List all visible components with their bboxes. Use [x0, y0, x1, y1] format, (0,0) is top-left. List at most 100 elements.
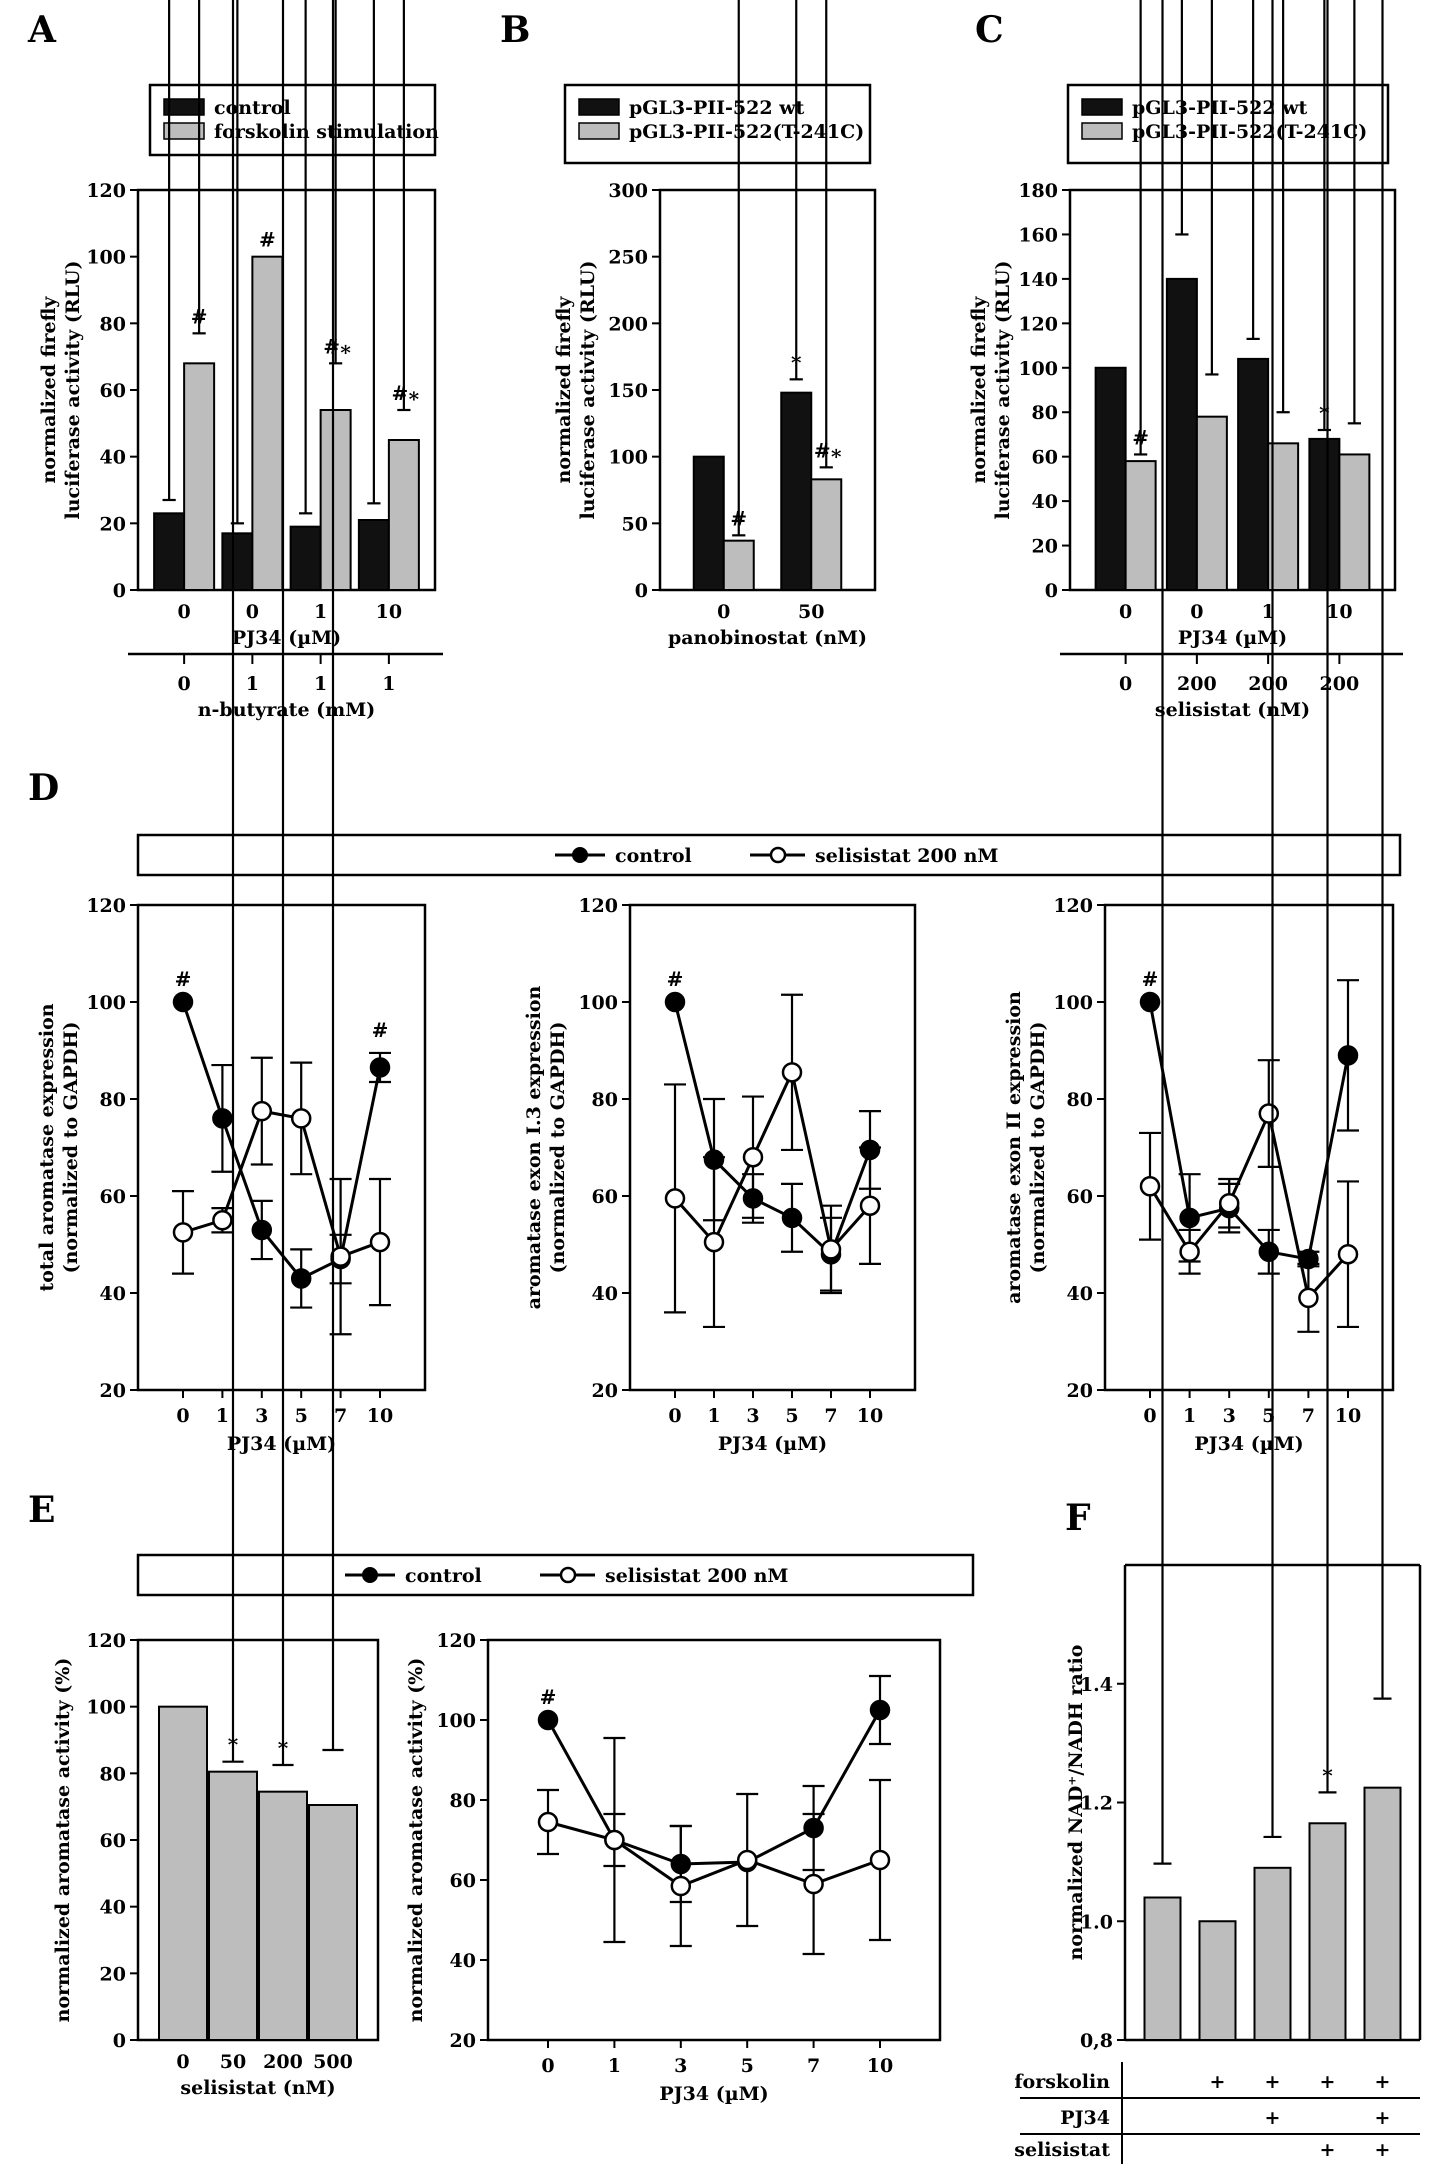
bar [1338, 453, 1371, 592]
legend-label: selisistat 200 nM [605, 1565, 788, 1587]
y-tick-label: 200 [608, 313, 648, 335]
y-tick-label: 100 [86, 992, 126, 1014]
x-tick-label: 5 [741, 2055, 754, 2077]
x-tick-label: 7 [334, 1405, 347, 1427]
significance-mark: # [391, 381, 408, 405]
x-axis-label: PJ34 (µM) [232, 627, 341, 649]
plot-frame [1103, 903, 1395, 1392]
bar [1195, 415, 1228, 591]
x-tick-label: 0 [541, 2055, 554, 2077]
y-tick-label: 40 [1032, 491, 1058, 513]
secondary-axis-label: selisistat (nM) [1155, 699, 1310, 721]
y-tick-label: 150 [608, 380, 648, 402]
selisistat-point [172, 1222, 194, 1243]
bar [1253, 1866, 1292, 2041]
condition-mark: + [1375, 2139, 1391, 2161]
significance-mark: # [323, 334, 340, 358]
y-axis-label-line: normalized firefly [553, 296, 575, 484]
bar [289, 525, 322, 592]
condition-mark: + [1210, 2071, 1226, 2093]
control-point [212, 1108, 233, 1129]
x-tick-label: 0 [668, 1405, 681, 1427]
x-tick-label: 1 [608, 2055, 621, 2077]
y-tick-label: 40 [1067, 1283, 1093, 1305]
significance-mark: # [259, 228, 276, 252]
y-axis-label-line: aromatase exon I.3 expression [523, 985, 545, 1309]
secondary-tick-label: 0 [178, 673, 191, 695]
y-tick-label: 60 [1067, 1186, 1093, 1208]
y-tick-label: 120 [578, 895, 618, 917]
x-tick-label: 3 [255, 1405, 268, 1427]
y-tick-label: 40 [100, 1897, 126, 1919]
y-tick-label: 60 [100, 1186, 126, 1208]
y-tick-label: 0 [113, 580, 126, 602]
selisistat-point [820, 1239, 842, 1260]
y-axis-label-line: luciferase activity (RLU) [62, 260, 84, 519]
y-tick-label: 20 [1032, 536, 1058, 558]
bar [1198, 1920, 1237, 2041]
y-tick-label: 120 [436, 1630, 476, 1652]
selisistat-point [703, 1231, 725, 1253]
secondary-tick-label: 200 [1177, 673, 1217, 695]
x-tick-label: 10 [367, 1405, 393, 1427]
y-tick-label: 20 [450, 2030, 476, 2052]
y-axis-label: normalized aromatase activity (%) [52, 1658, 74, 2023]
x-tick-label: 0 [1190, 601, 1203, 623]
condition-label: forskolin [1014, 2071, 1110, 2093]
y-tick-label: 100 [86, 1697, 126, 1719]
legend-swatch [163, 98, 205, 116]
y-tick-label: 100 [608, 447, 648, 469]
legend-swatch [578, 98, 620, 116]
y-axis-label-line: normalized firefly [968, 296, 990, 484]
legend-label: selisistat 200 nM [815, 845, 998, 867]
significance-mark: * [278, 1736, 289, 1760]
x-axis-label: selisistat (nM) [180, 2077, 335, 2099]
y-tick-label: 140 [1018, 269, 1058, 291]
bar [1308, 1822, 1347, 2041]
x-tick-label: 3 [1223, 1405, 1236, 1427]
bar [319, 409, 352, 591]
x-tick-label: 50 [220, 2051, 246, 2073]
legend-swatch [163, 122, 205, 140]
significance-mark: * [791, 350, 802, 374]
plot-frame [486, 1638, 942, 2042]
y-tick-label: 180 [1018, 180, 1058, 202]
secondary-tick-label: 1 [382, 673, 395, 695]
legend-label: pGL3-PII-522 wt [1132, 97, 1308, 119]
x-axis-label: PJ34 (µM) [659, 2083, 768, 2105]
bar [1308, 437, 1341, 591]
significance-mark: # [191, 304, 208, 328]
control-point [781, 1207, 803, 1229]
y-axis-label-line: normalized firefly [38, 296, 60, 484]
significance-mark: # [1132, 425, 1149, 449]
y-tick-label: 120 [86, 180, 126, 202]
significance-mark: * [831, 444, 842, 468]
legend-marker [769, 846, 787, 864]
legend-marker [559, 1566, 577, 1584]
panel-letter: F [1065, 1497, 1091, 1539]
x-axis-label: PJ34 (µM) [227, 1433, 336, 1455]
x-axis-label: PJ34 (µM) [1178, 627, 1287, 649]
legend-label: control [405, 1565, 482, 1587]
y-axis-label: normalized NAD⁺/NADH ratio [1065, 1645, 1087, 1961]
bar [1165, 277, 1198, 591]
y-tick-label: 20 [592, 1380, 618, 1402]
y-tick-label: 0,8 [1080, 2030, 1113, 2052]
significance-mark: # [730, 506, 747, 530]
selisistat-point [251, 1100, 273, 1122]
selisistat-point [212, 1210, 233, 1231]
x-tick-label: 3 [674, 2055, 687, 2077]
y-axis-label: aromatase exon II expression (normalized … [1003, 991, 1049, 1304]
y-tick-label: 0 [113, 2030, 126, 2052]
y-tick-label: 80 [1067, 1089, 1093, 1111]
selisistat-point [803, 1873, 824, 1895]
condition-mark: + [1375, 2071, 1391, 2093]
y-tick-label: 60 [592, 1186, 618, 1208]
x-tick-label: 50 [798, 601, 824, 623]
selisistat-point [1298, 1287, 1319, 1309]
x-tick-label: 5 [785, 1405, 798, 1427]
y-axis-label: normalized aromatase activity (%) [405, 1658, 427, 2023]
bar [722, 539, 755, 592]
